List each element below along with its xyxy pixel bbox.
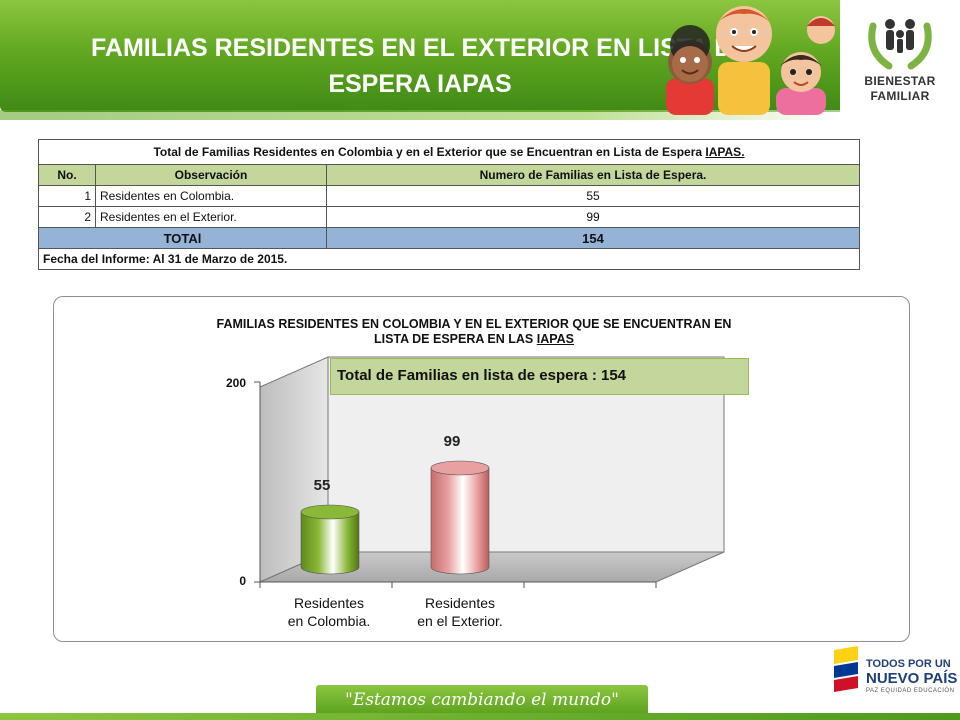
y-tick-label-bottom: 0 — [239, 574, 246, 588]
page-title: FAMILIAS RESIDENTES EN EL EXTERIOR EN LI… — [60, 30, 780, 102]
bar-exterior: 99 — [430, 433, 490, 575]
column-header-no: No. — [38, 164, 96, 186]
row-no: 2 — [38, 206, 96, 228]
children-illustration — [666, 6, 835, 115]
chart-title-line-2-text: LISTA DE ESPERA EN LAS — [373, 332, 537, 346]
bar-series: 55 99 — [300, 433, 490, 575]
value-label-colombia: 55 — [314, 477, 331, 494]
slogan: "Estamos cambiando el mundo" — [316, 685, 648, 715]
x-label-exterior-line-1: Residentes — [425, 595, 495, 611]
table-caption-iapas: IAPAS. — [705, 145, 745, 159]
row-observacion: Residentes en el Exterior. — [95, 206, 327, 228]
column-header-numero: Numero de Familias en Lista de Espera. — [326, 164, 860, 186]
y-tick-label-top: 200 — [226, 376, 246, 390]
table-caption: Total de Familias Residentes en Colombia… — [38, 139, 860, 165]
report-date: Fecha del Informe: Al 31 de Marzo de 201… — [38, 248, 860, 270]
table-header-row: No. Observación Numero de Familias en Li… — [38, 164, 860, 186]
column-header-observacion: Observación — [95, 164, 327, 186]
row-no: 1 — [38, 185, 96, 207]
chart-title-line-1: FAMILIAS RESIDENTES EN COLOMBIA Y EN EL … — [216, 317, 732, 331]
total-value: 154 — [326, 227, 860, 249]
colombia-flag-icon — [834, 646, 858, 692]
bar-colombia: 55 — [300, 477, 360, 575]
table-row: 2 Residentes en el Exterior. 99 — [38, 206, 860, 228]
bar-chart: 200 0 55 99 Residentes en Colombia. Resid… — [226, 356, 725, 629]
pais-line-2: NUEVO PAÍS — [866, 670, 958, 687]
chart-title-iapas: IAPAS — [536, 332, 575, 346]
total-note: Total de Familias en lista de espera : 1… — [330, 358, 749, 395]
pais-line-3: PAZ EQUIDAD EDUCACIÓN — [866, 688, 955, 694]
total-label: TOTAl — [38, 227, 327, 249]
header: FAMILIAS RESIDENTES EN EL EXTERIOR EN LI… — [0, 0, 960, 120]
bar-exterior-top — [430, 460, 490, 476]
family-icon — [868, 19, 932, 70]
table-row: 1 Residentes en Colombia. 55 — [38, 185, 860, 207]
table-total-row: TOTAl 154 — [38, 227, 860, 249]
chart-panel: FAMILIAS RESIDENTES EN COLOMBIA Y EN EL … — [53, 296, 910, 642]
chart-title: FAMILIAS RESIDENTES EN COLOMBIA Y EN EL … — [174, 317, 774, 347]
page-title-line-2: ESPERA IAPAS — [328, 70, 512, 98]
row-observacion: Residentes en Colombia. — [95, 185, 327, 207]
logo-line-1: BIENESTAR — [864, 74, 936, 88]
page-title-line-1: FAMILIAS RESIDENTES EN EL EXTERIOR EN LI… — [91, 34, 749, 62]
bienestar-familiar-logo: BIENESTAR FAMILIAR — [840, 0, 960, 118]
chart-title-line-2: LISTA DE ESPERA EN LAS IAPAS — [174, 332, 774, 347]
bar-exterior-body — [430, 467, 490, 575]
bar-colombia-top — [300, 504, 360, 520]
pais-line-1: TODOS POR UN — [866, 658, 951, 670]
x-label-colombia-line-2: en Colombia. — [288, 613, 371, 629]
row-valor: 99 — [326, 206, 860, 228]
x-label-exterior-line-2: en el Exterior. — [417, 613, 503, 629]
value-label-exterior: 99 — [444, 433, 461, 450]
todos-por-un-nuevo-pais-logo: TODOS POR UN NUEVO PAÍS PAZ EQUIDAD EDUC… — [830, 640, 960, 700]
row-valor: 55 — [326, 185, 860, 207]
footer-bar — [0, 713, 960, 720]
bar-colombia-body — [300, 511, 360, 575]
table-caption-text: Total de Familias Residentes en Colombia… — [153, 145, 706, 159]
summary-table: Total de Familias Residentes en Colombia… — [38, 139, 860, 270]
logo-line-2: FAMILIAR — [870, 89, 930, 103]
x-label-colombia-line-1: Residentes — [294, 595, 364, 611]
